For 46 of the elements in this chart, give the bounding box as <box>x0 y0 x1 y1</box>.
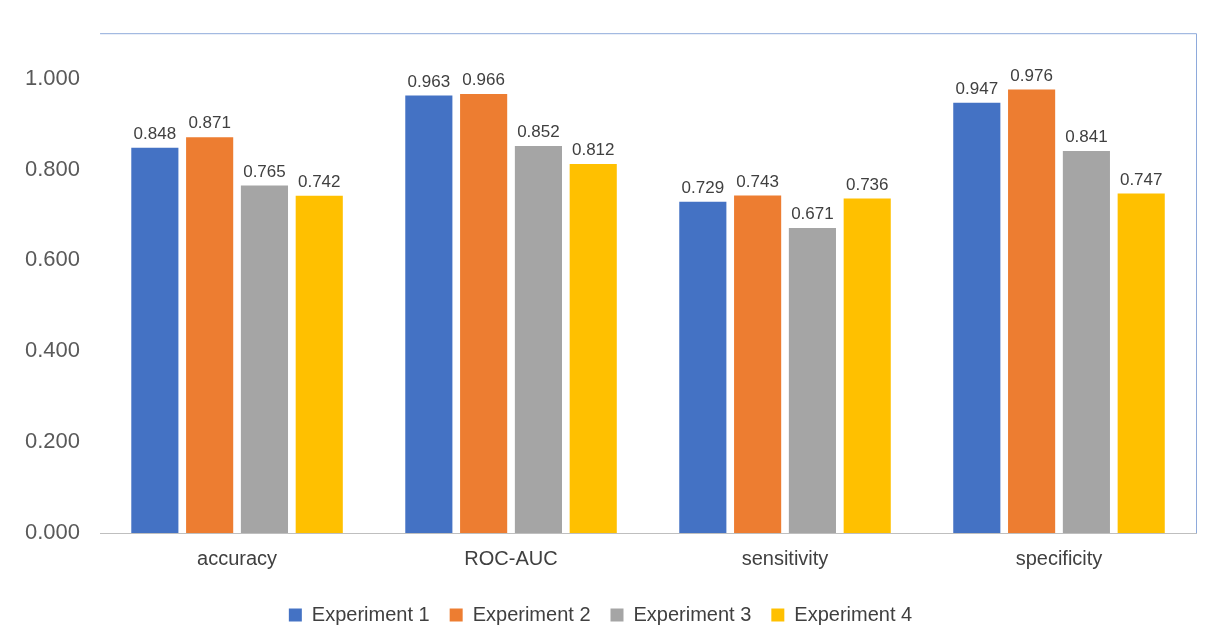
bar <box>514 145 562 533</box>
bar <box>679 201 727 533</box>
data-label: 0.742 <box>297 172 341 192</box>
y-tick-label: 0.600 <box>24 246 81 272</box>
data-label: 0.852 <box>517 122 560 142</box>
y-tick-label: 1.000 <box>24 64 81 90</box>
data-label: 0.871 <box>188 113 231 133</box>
x-tick-label: accuracy <box>197 546 278 569</box>
data-label: 0.848 <box>133 123 177 143</box>
data-label: 0.671 <box>791 204 834 224</box>
data-label: 0.841 <box>1065 127 1108 147</box>
data-label: 0.743 <box>736 171 779 191</box>
bar <box>734 195 782 533</box>
data-label: 0.976 <box>1010 65 1053 85</box>
bar <box>295 195 343 533</box>
bar <box>1062 150 1110 533</box>
y-tick-label: 0.800 <box>24 155 81 181</box>
data-label: 0.812 <box>571 140 615 160</box>
bar <box>131 147 179 533</box>
y-tick-label: 0.200 <box>24 428 81 454</box>
bar <box>569 164 617 533</box>
x-tick-label: ROC-AUC <box>464 546 558 569</box>
x-tick-label: sensitivity <box>741 546 829 569</box>
bar <box>953 102 1001 533</box>
bar <box>788 228 836 533</box>
data-label: 0.747 <box>1119 169 1163 189</box>
data-label: 0.736 <box>845 174 889 194</box>
legend-label: Experiment 1 <box>311 602 430 625</box>
y-tick-label: 0.400 <box>24 337 81 363</box>
legend-label: Experiment 2 <box>472 602 591 625</box>
bar <box>843 198 891 533</box>
bar <box>240 185 289 533</box>
legend-label: Experiment 3 <box>633 602 752 625</box>
bar <box>1117 193 1165 533</box>
bar <box>405 95 453 533</box>
data-label: 0.947 <box>955 78 999 98</box>
y-tick-label: 0.000 <box>24 519 81 545</box>
bar <box>1008 89 1056 533</box>
legend-label: Experiment 4 <box>794 602 913 625</box>
data-label: 0.966 <box>462 70 505 90</box>
data-label: 0.963 <box>407 71 451 91</box>
data-label: 0.765 <box>243 161 286 181</box>
data-label: 0.729 <box>681 177 725 197</box>
bar <box>460 94 508 533</box>
bar <box>186 137 234 533</box>
x-tick-label: specificity <box>1015 546 1103 569</box>
